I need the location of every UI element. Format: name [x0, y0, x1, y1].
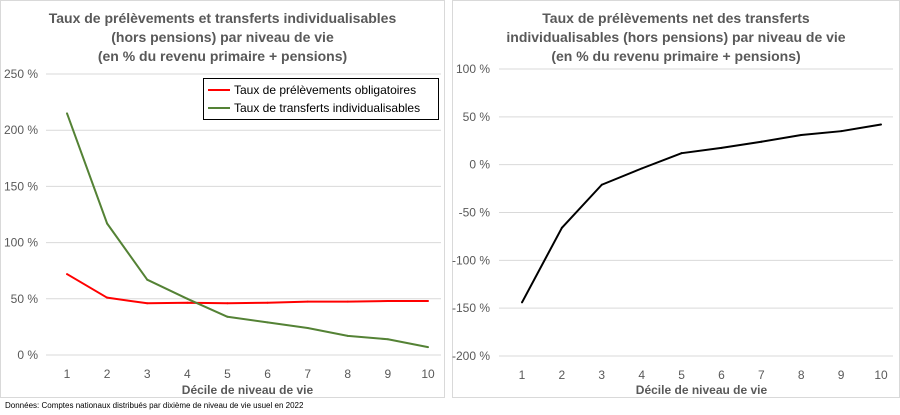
x-tick-label: 9: [838, 368, 845, 382]
y-tick-label: 100 %: [4, 236, 38, 250]
y-tick-label: -150 %: [452, 301, 490, 315]
data-point: [266, 321, 269, 324]
data-point: [346, 334, 349, 337]
y-tick-label: 200 %: [4, 123, 38, 137]
data-point: [306, 327, 309, 330]
data-point: [346, 300, 349, 303]
left-title-line-1: Taux de prélèvements et transferts indiv…: [48, 10, 397, 26]
left-title-line-3: (en % du revenu primaire + pensions): [97, 48, 348, 64]
footnote: Données: Comptes nationaux distribués pa…: [5, 401, 304, 410]
left-chart-legend: Taux de prélèvements obligatoires Taux d…: [203, 78, 439, 120]
left-chart-plot: 0 % 50 % 100 % 150 % 200 % 250 % 1 2 3 4 5 6 7 8 9 10 Dé…: [4, 67, 441, 397]
data-point: [680, 152, 683, 155]
y-tick-label: 100 %: [456, 62, 490, 76]
right-title-line-2: individualisables (hors pensions) par ni…: [506, 29, 846, 45]
data-point: [226, 302, 229, 305]
data-point: [880, 123, 882, 126]
x-tick-label: 7: [304, 367, 311, 381]
legend-item-transferts: Taux de transferts individualisables: [208, 99, 434, 117]
data-point: [427, 346, 429, 349]
left-chart-title: Taux de prélèvements et transferts indiv…: [1, 9, 444, 66]
x-axis-label: Décile de niveau de vie: [636, 383, 768, 397]
data-point: [66, 273, 68, 276]
data-point: [266, 301, 269, 304]
x-tick-label: 6: [718, 368, 725, 382]
series-line-1-0: [521, 123, 882, 303]
right-title-line-1: Taux de prélèvements net des transferts: [542, 10, 810, 26]
x-tick-label: 5: [224, 367, 231, 381]
data-point: [600, 183, 603, 186]
y-tick-label: 50 %: [11, 292, 39, 306]
x-tick-label: 4: [184, 367, 191, 381]
x-tick-label: 10: [874, 368, 888, 382]
x-tick-label: 1: [64, 367, 71, 381]
legend-swatch-green: [208, 107, 230, 109]
legend-swatch-red: [208, 89, 230, 91]
data-point: [186, 297, 189, 300]
series-line-0-0: [66, 273, 428, 305]
x-tick-label: 1: [519, 368, 526, 382]
x-tick-label: 6: [264, 367, 271, 381]
x-tick-label: 2: [559, 368, 566, 382]
right-chart-title: Taux de prélèvements net des transferts …: [453, 9, 899, 66]
data-point: [226, 315, 229, 318]
data-point: [146, 302, 149, 305]
legend-label-prelevements: Taux de prélèvements obligatoires: [234, 83, 417, 97]
left-title-line-2: (hors pensions) par niveau de vie: [111, 29, 334, 45]
legend-item-prelevements: Taux de prélèvements obligatoires: [208, 81, 434, 99]
y-tick-label: -100 %: [452, 253, 490, 267]
data-point: [66, 112, 68, 115]
x-tick-label: 10: [421, 367, 435, 381]
data-point: [386, 300, 389, 303]
right-chart-plot: -200 % -150 % -100 % -50 % 0 % 50 % 100 % 1 2 3 4 5…: [452, 62, 893, 397]
data-point: [640, 167, 643, 170]
data-point: [386, 338, 389, 341]
y-tick-label: 0 %: [17, 348, 38, 362]
x-tick-label: 9: [385, 367, 392, 381]
data-point: [720, 146, 723, 149]
data-point: [560, 226, 563, 229]
data-point: [146, 278, 149, 281]
y-tick-label: -50 %: [459, 206, 491, 220]
left-chart-panel: Taux de prélèvements et transferts indiv…: [0, 0, 445, 398]
data-point: [106, 296, 109, 299]
data-point: [427, 300, 429, 303]
data-point: [186, 301, 189, 304]
x-tick-label: 8: [798, 368, 805, 382]
legend-label-transferts: Taux de transferts individualisables: [234, 101, 421, 115]
x-tick-label: 2: [104, 367, 111, 381]
right-title-line-3: (en % du revenu primaire + pensions): [551, 48, 801, 64]
data-point: [840, 130, 843, 133]
y-tick-label: -200 %: [452, 349, 490, 363]
series-line-0-1: [66, 112, 429, 349]
data-point: [521, 301, 523, 304]
data-point: [106, 222, 109, 225]
x-tick-label: 7: [758, 368, 765, 382]
x-tick-label: 8: [344, 367, 351, 381]
y-tick-label: 50 %: [463, 110, 491, 124]
x-axis-label: Décile de niveau de vie: [182, 383, 314, 397]
x-tick-label: 5: [678, 368, 685, 382]
y-tick-label: 250 %: [4, 67, 38, 81]
data-point: [800, 134, 803, 137]
x-tick-label: 3: [144, 367, 151, 381]
right-chart-panel: Taux de prélèvements net des transferts …: [452, 0, 900, 398]
y-tick-label: 150 %: [4, 179, 38, 193]
data-point: [306, 300, 309, 303]
data-point: [760, 140, 763, 143]
x-tick-label: 3: [598, 368, 605, 382]
x-tick-label: 4: [638, 368, 645, 382]
y-tick-label: 0 %: [469, 158, 490, 172]
